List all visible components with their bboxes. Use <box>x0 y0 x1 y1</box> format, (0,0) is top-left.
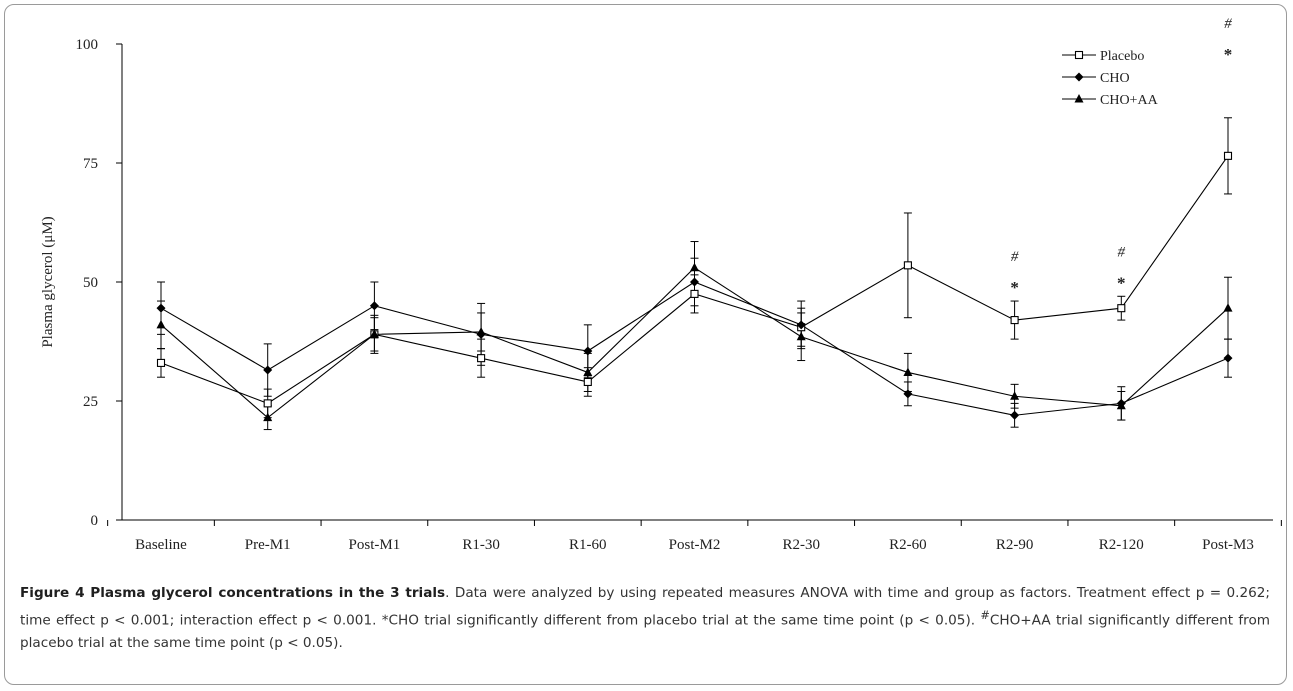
point-placebo <box>1223 151 1233 160</box>
point-placebo <box>156 358 166 367</box>
point-cho-aa <box>156 319 166 329</box>
significance-hash: # <box>1011 249 1019 265</box>
x-tick-label: R2-120 <box>1099 537 1144 553</box>
point-cho <box>1010 410 1020 420</box>
caption-title: Figure 4 Plasma glycerol concentrations … <box>20 585 446 601</box>
x-tick-label: R1-30 <box>462 537 500 553</box>
point-cho-aa <box>1116 400 1126 410</box>
chart-axes: Plasma glycerol (μM) 0 25 50 75 100 Baseline Pr… <box>40 37 1282 553</box>
significance-hash: # <box>1118 244 1126 260</box>
point-cho-aa <box>690 262 699 272</box>
y-tick-label: 25 <box>83 394 98 410</box>
caption-hash: # <box>980 608 990 622</box>
point-cho <box>583 346 593 356</box>
point-cho <box>263 365 273 375</box>
point-placebo <box>690 289 699 298</box>
point-cho <box>156 303 166 313</box>
x-tick-label: R1-60 <box>569 537 607 553</box>
y-axis-label: Plasma glycerol (μM) <box>40 216 56 347</box>
point-cho-aa <box>369 329 379 338</box>
x-tick-label: R2-90 <box>996 537 1034 553</box>
legend: Placebo CHO CHO+AA <box>1062 49 1159 108</box>
point-cho-aa <box>583 367 593 376</box>
point-cho <box>1223 353 1233 363</box>
point-placebo <box>263 399 272 408</box>
point-cho-aa <box>903 367 913 376</box>
y-tick-label: 50 <box>83 275 98 291</box>
point-cho <box>369 301 379 311</box>
point-cho <box>796 320 806 330</box>
point-cho-aa <box>796 331 806 341</box>
point-placebo <box>903 261 912 270</box>
significance-star: * <box>1117 273 1126 292</box>
x-tick-label: Post-M1 <box>349 537 401 553</box>
legend-label-cho: CHO <box>1100 71 1130 86</box>
series-markers <box>156 151 1233 422</box>
point-placebo <box>1117 304 1126 313</box>
point-placebo <box>583 377 592 387</box>
significance-star: * <box>1010 278 1019 297</box>
y-tick-label: 75 <box>83 156 98 172</box>
x-tick-label: R2-60 <box>889 537 927 553</box>
point-cho <box>690 277 699 287</box>
legend-marker-placebo <box>1074 50 1084 60</box>
legend-marker-cho-aa <box>1074 94 1084 103</box>
caption-text-1: . Data were analyzed by using repeated m… <box>20 585 1270 629</box>
significance-annotations: # * # * # * <box>1010 16 1232 297</box>
x-tick-label: Post-M3 <box>1202 537 1254 553</box>
error-bars <box>157 117 1232 431</box>
glycerol-line-chart: Plasma glycerol (μM) 0 25 50 75 100 Baseline Pr… <box>40 16 1282 553</box>
legend-label-placebo: Placebo <box>1100 49 1144 64</box>
point-cho <box>903 389 913 399</box>
point-cho-aa <box>476 326 486 336</box>
x-tick-label: R2-30 <box>782 537 820 553</box>
y-tick-label: 0 <box>91 513 99 529</box>
x-tick-label: Pre-M1 <box>245 537 291 553</box>
legend-marker-cho <box>1074 72 1084 82</box>
point-cho-aa <box>263 412 273 422</box>
significance-star: * <box>1224 45 1233 64</box>
point-placebo <box>1010 316 1019 325</box>
x-tick-label: Post-M2 <box>669 537 721 553</box>
point-cho-aa <box>1223 303 1233 312</box>
x-tick-label: Baseline <box>135 537 187 553</box>
caption-text-2: CHO+AA trial significantly different fro… <box>20 612 1271 651</box>
point-placebo <box>477 354 486 363</box>
figure-caption: Figure 4 Plasma glycerol concentrations … <box>20 582 1270 654</box>
significance-hash: # <box>1224 16 1232 32</box>
figure-frame <box>4 4 1287 685</box>
y-tick-label: 100 <box>76 37 99 53</box>
legend-label-cho-aa: CHO+AA <box>1100 93 1159 108</box>
point-cho-aa <box>1010 391 1020 400</box>
